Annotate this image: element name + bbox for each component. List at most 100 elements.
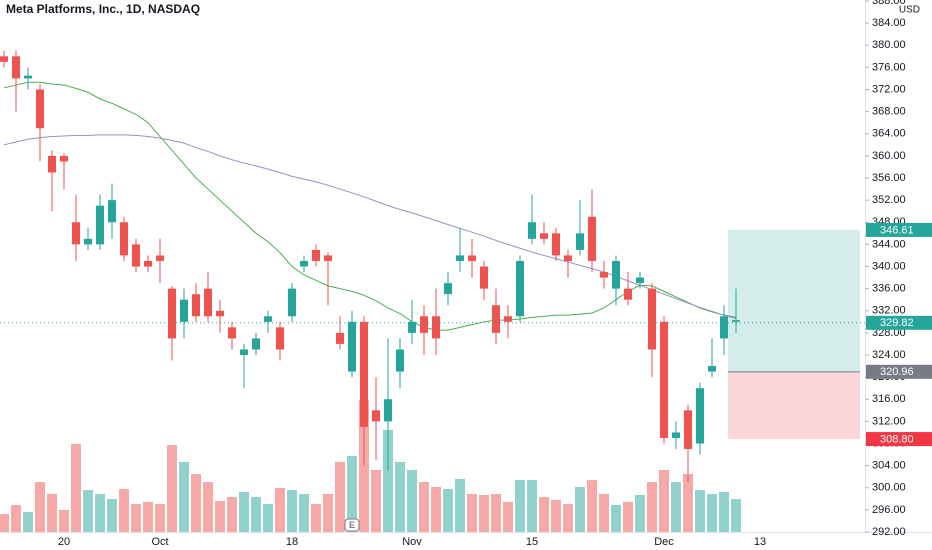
volume-bar — [395, 462, 405, 532]
candle-body — [72, 222, 80, 245]
y-tick-label: 388.00 — [872, 0, 906, 7]
candle-body — [552, 233, 560, 256]
x-tick-label: Oct — [151, 536, 168, 548]
volume-bar — [467, 494, 477, 532]
volume-bar — [191, 474, 201, 532]
volume-bar — [299, 494, 309, 532]
volume-bar — [647, 482, 657, 532]
candle-body — [24, 75, 32, 79]
candle-body — [504, 316, 512, 322]
earnings-badge — [344, 518, 360, 532]
volume-bar — [11, 505, 21, 532]
candle-body — [348, 321, 356, 372]
candle-body — [96, 205, 104, 245]
candle-body — [420, 316, 428, 333]
currency-label: USD — [899, 5, 920, 16]
volume-bar — [107, 499, 117, 532]
moving-average — [3, 81, 737, 331]
price-badge — [866, 315, 932, 330]
volume-bar — [95, 494, 105, 532]
y-tick-label: 360.00 — [872, 150, 906, 162]
volume-bar — [575, 487, 585, 532]
x-tick-label: 13 — [754, 536, 766, 548]
volume-bar — [239, 492, 249, 532]
y-tick-label: 304.00 — [872, 460, 906, 472]
candle-body — [324, 255, 332, 261]
candle-body — [204, 288, 212, 317]
x-tick-label: 20 — [58, 536, 70, 548]
volume-bar — [527, 480, 537, 532]
volume-bar — [551, 500, 561, 532]
candle-body — [36, 89, 44, 129]
candle-body — [240, 349, 248, 355]
candle-body — [516, 260, 524, 317]
price-badge — [866, 222, 932, 237]
candle-body — [684, 410, 692, 450]
price-badge-label: 329.82 — [880, 317, 914, 329]
candle-body — [300, 260, 308, 267]
volume-bar — [491, 494, 501, 532]
earnings-label: E — [349, 520, 355, 530]
candle-body — [396, 349, 404, 372]
volume-bar — [695, 490, 705, 532]
candle-body — [732, 320, 740, 322]
volume-bar — [623, 502, 633, 532]
volume-bar — [179, 462, 189, 532]
candle-body — [216, 310, 224, 317]
y-tick-label: 316.00 — [872, 393, 906, 405]
volume-bar — [383, 430, 393, 532]
y-tick-label: 344.00 — [872, 238, 906, 250]
candle-body — [276, 327, 284, 350]
volume-bar — [47, 494, 57, 532]
candle-body — [252, 338, 260, 350]
y-tick-label: 292.00 — [872, 526, 906, 538]
candle-body — [228, 327, 236, 339]
x-tick-label: 18 — [286, 536, 298, 548]
volume-bar — [731, 499, 741, 532]
volume-bar — [203, 482, 213, 532]
volume-bar — [347, 456, 357, 532]
candle-body — [180, 299, 188, 322]
volume-bar — [143, 502, 153, 532]
y-tick-label: 312.00 — [872, 415, 906, 427]
chart-title: Meta Platforms, Inc., 1D, NASDAQ — [6, 2, 200, 16]
volume-bar — [263, 504, 273, 532]
volume-bar — [287, 490, 297, 532]
candle-body — [120, 222, 128, 256]
price-badge-label: 320.96 — [880, 366, 914, 378]
candle-body — [492, 305, 500, 333]
candle-body — [60, 155, 68, 162]
volume-bar — [479, 495, 489, 532]
candle-body — [12, 56, 20, 79]
loss-zone — [728, 371, 860, 440]
candle-body — [432, 316, 440, 339]
volume-bar — [71, 444, 81, 532]
price-badge — [866, 432, 932, 447]
volume-bar — [275, 488, 285, 532]
y-tick-label: 376.00 — [872, 61, 906, 73]
price-badge-label: 308.80 — [880, 433, 914, 445]
volume-bar — [563, 504, 573, 532]
volume-bar — [587, 480, 597, 532]
volume-bar — [83, 490, 93, 532]
volume-bar — [635, 495, 645, 532]
candle-body — [192, 294, 200, 317]
y-tick-label: 352.00 — [872, 194, 906, 206]
candle-body — [564, 255, 572, 261]
candle-body — [132, 244, 140, 267]
candle-body — [624, 288, 632, 300]
volume-bar — [407, 470, 417, 532]
volume-bar — [659, 470, 669, 532]
price-badge — [866, 364, 932, 379]
candle-body — [708, 366, 716, 372]
y-tick-label: 300.00 — [872, 482, 906, 494]
y-tick-label: 368.00 — [872, 106, 906, 118]
volume-bar — [59, 510, 69, 532]
candle-body — [144, 260, 152, 267]
volume-bar — [539, 497, 549, 532]
candle-body — [48, 155, 56, 173]
y-tick-label: 372.00 — [872, 83, 906, 95]
volume-bar — [611, 505, 621, 532]
